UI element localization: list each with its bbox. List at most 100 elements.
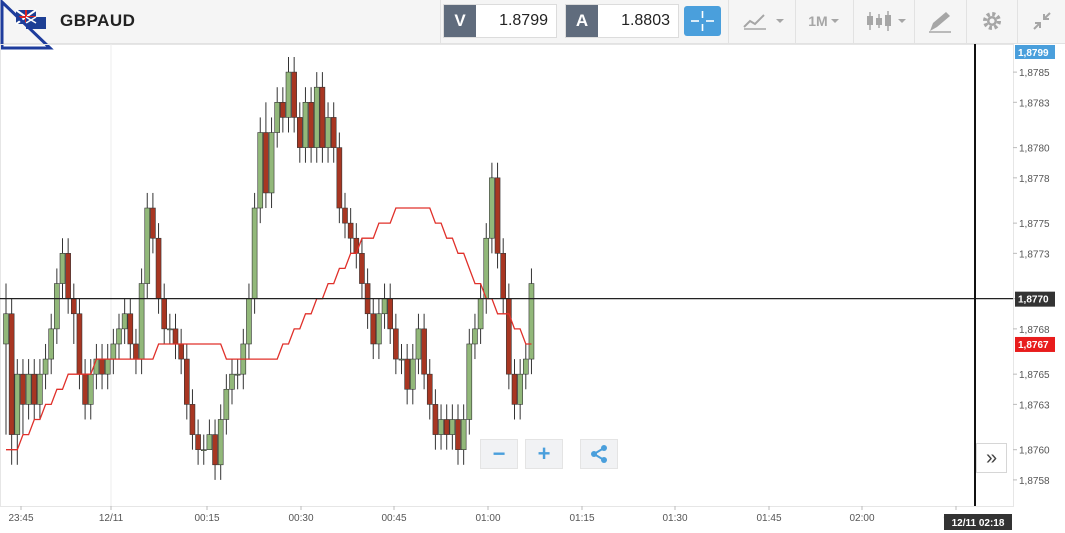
candle-bearish [426,373,433,405]
candle-bullish [449,419,456,435]
candle-bearish [500,253,507,299]
candle-bearish [189,404,196,435]
candle-bullish [54,283,60,330]
moving-average-line [6,207,532,451]
candle-bullish [229,373,235,390]
candle-bearish [319,86,326,148]
timeframe-button[interactable]: 1M [800,4,850,38]
candle-bearish [150,207,156,239]
candle-bearish [353,237,360,254]
candle-bullish [93,358,100,375]
candle-bearish [443,419,450,435]
candle-bullish [246,298,252,345]
buy-tag: A [566,5,598,37]
candle-bearish [212,434,218,466]
indicators-button[interactable] [735,4,790,38]
candle-bullish [472,328,478,345]
candle-bullish [121,313,128,330]
candle-bullish [251,207,258,299]
candle-bearish [65,253,71,299]
candle-bullish [376,313,382,345]
y-tick-label: 1,8785 [1019,68,1050,79]
candle-bullish [477,298,484,330]
candle-bullish [217,419,224,466]
x-tick-label: 01:45 [756,513,781,524]
candle-bullish [42,358,49,375]
instrument-symbol: GBPAUD [60,11,136,30]
double-chevron-right-icon: » [985,446,998,469]
y-tick-label: 1,8783 [1019,98,1050,109]
share-button[interactable] [580,439,618,469]
candle-bearish [184,358,190,405]
crosshair-button[interactable] [684,6,721,36]
y-tick-label: 1,8773 [1019,249,1050,260]
collapse-button[interactable] [1022,4,1062,38]
y-tick-label: 1,8768 [1019,325,1050,336]
x-tick-label: 01:15 [569,513,594,524]
candle-bearish [359,253,365,284]
candle-bullish [167,328,173,331]
candle-bullish [116,328,122,345]
candle-bullish [223,388,230,420]
candle-bullish [3,313,9,345]
toolbar-divider [795,0,796,44]
candle-bullish [466,343,473,420]
candle-bearish [432,404,439,435]
y-tick-label: 1,8758 [1019,476,1050,487]
scroll-to-latest-button[interactable]: » [976,443,1007,473]
crosshair-time-label: 12/11 02:18 [952,518,1005,529]
candle-bearish [387,298,394,330]
candle-bullish [14,373,21,435]
candle-bullish [415,328,422,360]
indicators-icon [742,14,784,30]
timeframe-value: 1M [808,13,828,29]
toolbar-divider [728,0,729,44]
chart-type-button[interactable] [860,4,910,38]
candle-bullish [274,102,281,133]
candle-bearish [195,434,201,450]
toolbar-divider [1017,0,1018,44]
y-tick-label: 1,8763 [1019,400,1050,411]
drawing-tool-icon [929,12,951,33]
candle-bullish [268,132,275,194]
candle-bearish [82,373,88,405]
buy-price-button[interactable]: A 1.8803 [565,4,679,38]
zoom-out-button[interactable]: − [480,439,518,469]
moving-average-badge [1015,336,1055,352]
candle-bullish [517,373,523,405]
gear-icon [983,12,1001,30]
candle-bearish [71,298,77,315]
candle-bullish [234,373,241,376]
candle-bullish [87,373,94,405]
candle-bearish [511,373,518,405]
drawing-tools-button[interactable] [920,4,960,38]
candle-bearish [172,328,179,345]
candle-bullish [302,102,309,148]
crosshair-price-label: 1,8770 [1018,295,1049,306]
candle-bullish [325,117,331,148]
zoom-in-button[interactable]: + [525,439,563,469]
plus-icon: + [537,441,551,466]
x-tick-label: 00:15 [194,513,219,524]
sell-price: 1.8799 [499,12,548,29]
candle-bullish [200,449,207,451]
candle-bearish [308,102,314,148]
candle-bullish [398,358,405,361]
x-tick-label: 23:45 [8,513,33,524]
candle-bearish [263,132,269,194]
x-tick-label: 01:00 [475,513,500,524]
settings-button[interactable] [972,4,1012,38]
buy-price: 1.8803 [621,12,670,29]
candle-bullish [460,419,467,450]
candle-bullish [438,419,444,435]
minus-icon: − [492,441,506,466]
current-price-label: 1,8799 [1018,48,1049,59]
candle-bullish [206,434,213,450]
candle-bearish [347,222,354,239]
toolbar-divider [966,0,967,44]
price-chart[interactable]: 1,8758 1,8760 1,8763 1,8765 1,8768 1,8770 1,87… [0,44,1065,533]
moving-average-price-label: 1,8767 [1018,340,1049,351]
x-tick-label: 12/11 [99,513,124,524]
toolbar-divider [914,0,915,44]
sell-price-button[interactable]: V 1.8799 [443,4,557,38]
